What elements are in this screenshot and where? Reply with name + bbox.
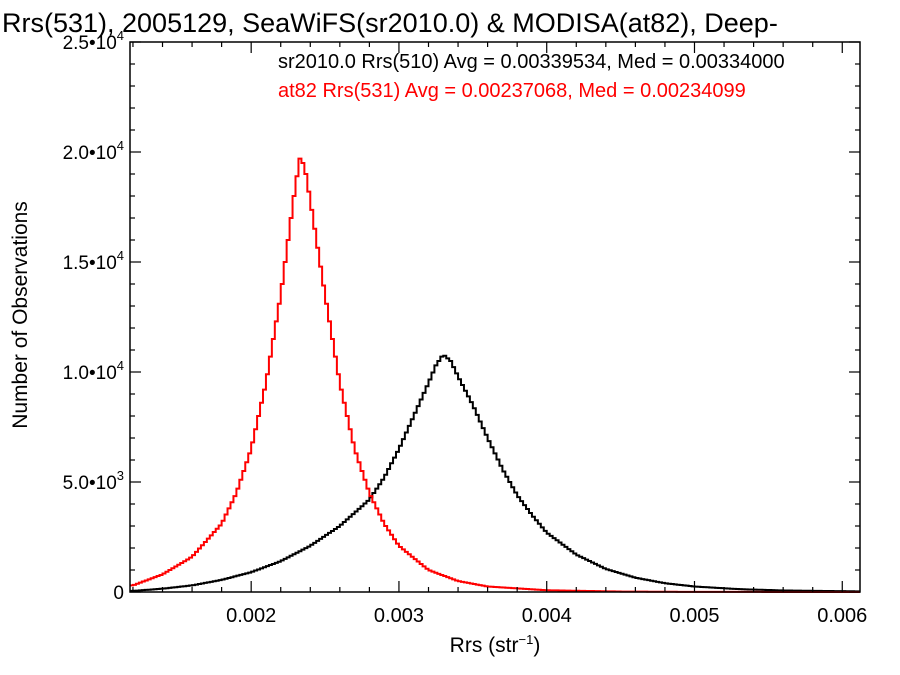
- histogram-series-2: [130, 157, 860, 593]
- x-axis-label: Rrs (str−1): [450, 632, 541, 657]
- y-tick-label: 5.0•103: [63, 468, 124, 494]
- y-tick-label-exponent: 4: [117, 138, 124, 153]
- y-tick-label-main: 2.5•10: [63, 33, 117, 54]
- y-tick-label-main: 1.5•10: [63, 253, 117, 274]
- annotation-red: at82 Rrs(531) Avg = 0.00237068, Med = 0.…: [278, 80, 746, 102]
- x-tick-label: 0.005: [669, 605, 719, 627]
- y-tick-label-main: 0: [113, 583, 124, 604]
- x-axis-label-text: Rrs (str: [450, 634, 519, 657]
- chart-title: Rrs(531), 2005129, SeaWiFS(sr2010.0) & M…: [2, 8, 778, 38]
- y-tick-label: 1.0•104: [63, 358, 124, 384]
- x-tick-label: 0.003: [374, 605, 424, 627]
- plot-frame: [129, 41, 861, 593]
- series-layer: [130, 157, 860, 593]
- histogram-series-1: [130, 354, 860, 593]
- y-tick-label-exponent: 4: [117, 28, 124, 43]
- x-tick-label: 0.006: [817, 605, 867, 627]
- tick-marks: [130, 41, 860, 593]
- y-tick-label-main: 5.0•10: [63, 473, 117, 494]
- annotation-black: sr2010.0 Rrs(510) Avg = 0.00339534, Med …: [278, 51, 785, 73]
- y-tick-label-main: 1.0•10: [63, 363, 117, 384]
- x-tick-labels: 0.002 0.003 0.004 0.005 0.006: [226, 605, 867, 627]
- x-axis-label-close: ): [533, 634, 540, 657]
- y-tick-label-exponent: 4: [117, 248, 124, 263]
- x-tick-label: 0.002: [226, 605, 276, 627]
- y-tick-label-main: 2.0•10: [63, 143, 117, 164]
- y-tick-label: 1.5•104: [63, 248, 124, 274]
- y-tick-label: 0: [113, 583, 124, 604]
- x-axis-label-superscript: −1: [519, 632, 534, 647]
- y-tick-label: 2.0•104: [63, 138, 124, 164]
- x-tick-label: 0.004: [522, 605, 572, 627]
- y-tick-label: 2.5•104: [63, 28, 124, 54]
- y-axis-label: Number of Observations: [9, 201, 32, 429]
- y-tick-label-exponent: 4: [117, 358, 124, 373]
- y-tick-label-exponent: 3: [117, 468, 124, 483]
